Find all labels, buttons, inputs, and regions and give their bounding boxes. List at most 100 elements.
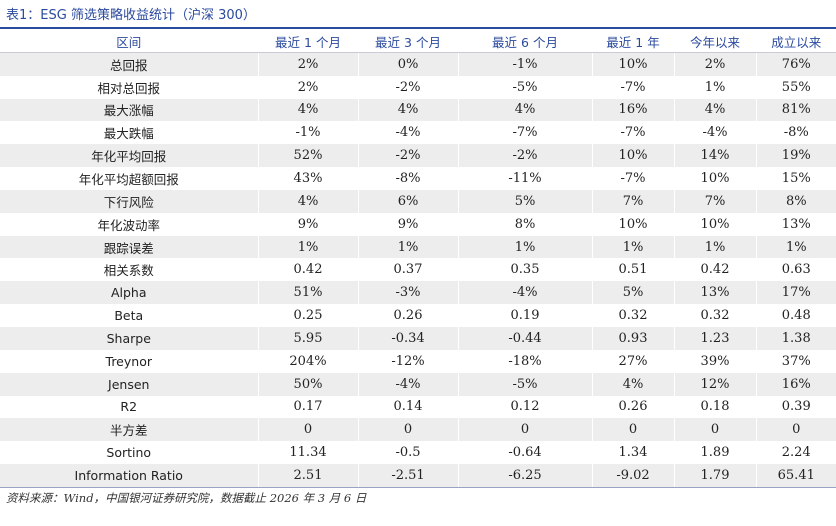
table-row: Information Ratio 2.51 -2.51 -6.25 -9.02 1.79… [0, 464, 836, 487]
header-cell-3m: 最近 3 个月 [357, 30, 458, 54]
row-label-cell: 下行风险 [0, 189, 258, 213]
value-cell: 0.42 [673, 258, 756, 282]
row-label-cell: R2 [0, 395, 258, 419]
row-label-cell: Sortino [0, 441, 258, 465]
value-cell: 0.35 [457, 258, 592, 282]
row-label-cell: 相对总回报 [0, 75, 258, 99]
value-cell: 52% [257, 144, 358, 168]
value-cell: 0.14 [357, 395, 458, 419]
value-cell: -8% [755, 121, 836, 145]
source-note: 资料来源：Wind，中国银河证券研究院，数据截止 2026 年 3 月 6 日 [6, 491, 367, 505]
value-cell: 1.23 [673, 326, 756, 350]
value-cell: 1.89 [673, 441, 756, 465]
table-row: 相关系数 0.42 0.37 0.35 0.51 0.42 0.63 [0, 258, 836, 282]
value-cell: 10% [673, 212, 756, 236]
value-cell: -6.25 [457, 464, 592, 487]
value-cell: 16% [591, 98, 674, 122]
table-row: 半方差 0 0 0 0 0 0 [0, 418, 836, 442]
value-cell: 0 [673, 418, 756, 442]
table-row: 下行风险 4% 6% 5% 7% 7% 8% [0, 189, 836, 213]
value-cell: -4% [357, 372, 458, 396]
value-cell: 12% [673, 372, 756, 396]
value-cell: 10% [591, 144, 674, 168]
strategy-stats-table: 区间 最近 1 个月 最近 3 个月 最近 6 个月 最近 1 年 今年以来 成… [0, 30, 836, 487]
value-cell: 0.42 [257, 258, 358, 282]
value-cell: 4% [591, 372, 674, 396]
value-cell: -1% [257, 121, 358, 145]
value-cell: 0.51 [591, 258, 674, 282]
value-cell: 0.26 [357, 304, 458, 327]
value-cell: 13% [755, 212, 836, 236]
header-cell-1y: 最近 1 年 [591, 30, 674, 54]
table-row: 年化平均回报 52% -2% -2% 10% 14% 19% [0, 144, 836, 168]
row-label-cell: 年化平均超额回报 [0, 167, 258, 190]
row-label-cell: Beta [0, 304, 258, 327]
value-cell: -0.64 [457, 441, 592, 465]
value-cell: 0.18 [673, 395, 756, 419]
value-cell: -8% [357, 167, 458, 190]
value-cell: 37% [755, 349, 836, 373]
table-row: 跟踪误差 1% 1% 1% 1% 1% 1% [0, 235, 836, 259]
value-cell: -0.5 [357, 441, 458, 465]
value-cell: 8% [457, 212, 592, 236]
header-row: 区间 最近 1 个月 最近 3 个月 最近 6 个月 最近 1 年 今年以来 成… [0, 30, 836, 54]
value-cell: 2% [673, 52, 756, 76]
value-cell: 14% [673, 144, 756, 168]
row-label-cell: 年化平均回报 [0, 144, 258, 168]
value-cell: 0 [591, 418, 674, 442]
value-cell: -7% [591, 167, 674, 190]
row-label-cell: 跟踪误差 [0, 235, 258, 259]
value-cell: -2% [357, 144, 458, 168]
value-cell: 1% [673, 235, 756, 259]
value-cell: 0.93 [591, 326, 674, 350]
value-cell: -3% [357, 281, 458, 305]
value-cell: 0.48 [755, 304, 836, 327]
table-row: 相对总回报 2% -2% -5% -7% 1% 55% [0, 75, 836, 99]
value-cell: 9% [357, 212, 458, 236]
value-cell: 1% [591, 235, 674, 259]
value-cell: 2.51 [257, 464, 358, 487]
value-cell: 2.24 [755, 441, 836, 465]
value-cell: 4% [457, 98, 592, 122]
row-label-cell: 相关系数 [0, 258, 258, 282]
value-cell: 1% [257, 235, 358, 259]
value-cell: 0.32 [673, 304, 756, 327]
value-cell: 0.12 [457, 395, 592, 419]
value-cell: 50% [257, 372, 358, 396]
value-cell: 0 [257, 418, 358, 442]
value-cell: -7% [457, 121, 592, 145]
row-label-cell: Alpha [0, 281, 258, 305]
value-cell: 0.39 [755, 395, 836, 419]
value-cell: 0.26 [591, 395, 674, 419]
table-body: 总回报 2% 0% -1% 10% 2% 76% 相对总回报 2% -2% -5% -7% 1% 55% 最… [0, 52, 836, 487]
row-label-cell: 最大涨幅 [0, 98, 258, 122]
value-cell: 17% [755, 281, 836, 305]
value-cell: 2% [257, 75, 358, 99]
value-cell: -4% [357, 121, 458, 145]
row-label-cell: Jensen [0, 372, 258, 396]
value-cell: -2% [357, 75, 458, 99]
row-label-cell: 年化波动率 [0, 212, 258, 236]
value-cell: 5% [457, 189, 592, 213]
table-caption: 表1：ESG 筛选策略收益统计（沪深 300） [6, 8, 256, 23]
value-cell: 1% [457, 235, 592, 259]
table-row: Jensen 50% -4% -5% 4% 12% 16% [0, 372, 836, 396]
header-cell-1m: 最近 1 个月 [257, 30, 358, 54]
value-cell: 0 [357, 418, 458, 442]
row-label-cell: 总回报 [0, 52, 258, 76]
value-cell: 0% [357, 52, 458, 76]
value-cell: 39% [673, 349, 756, 373]
value-cell: -18% [457, 349, 592, 373]
header-cell-since-inception: 成立以来 [755, 30, 836, 54]
value-cell: 0.25 [257, 304, 358, 327]
value-cell: -4% [673, 121, 756, 145]
value-cell: 0.63 [755, 258, 836, 282]
row-label-cell: Sharpe [0, 326, 258, 350]
value-cell: 10% [591, 52, 674, 76]
value-cell: 0.32 [591, 304, 674, 327]
value-cell: 1% [755, 235, 836, 259]
header-cell-6m: 最近 6 个月 [457, 30, 592, 54]
value-cell: -7% [591, 121, 674, 145]
table-row: Alpha 51% -3% -4% 5% 13% 17% [0, 281, 836, 305]
value-cell: 204% [257, 349, 358, 373]
